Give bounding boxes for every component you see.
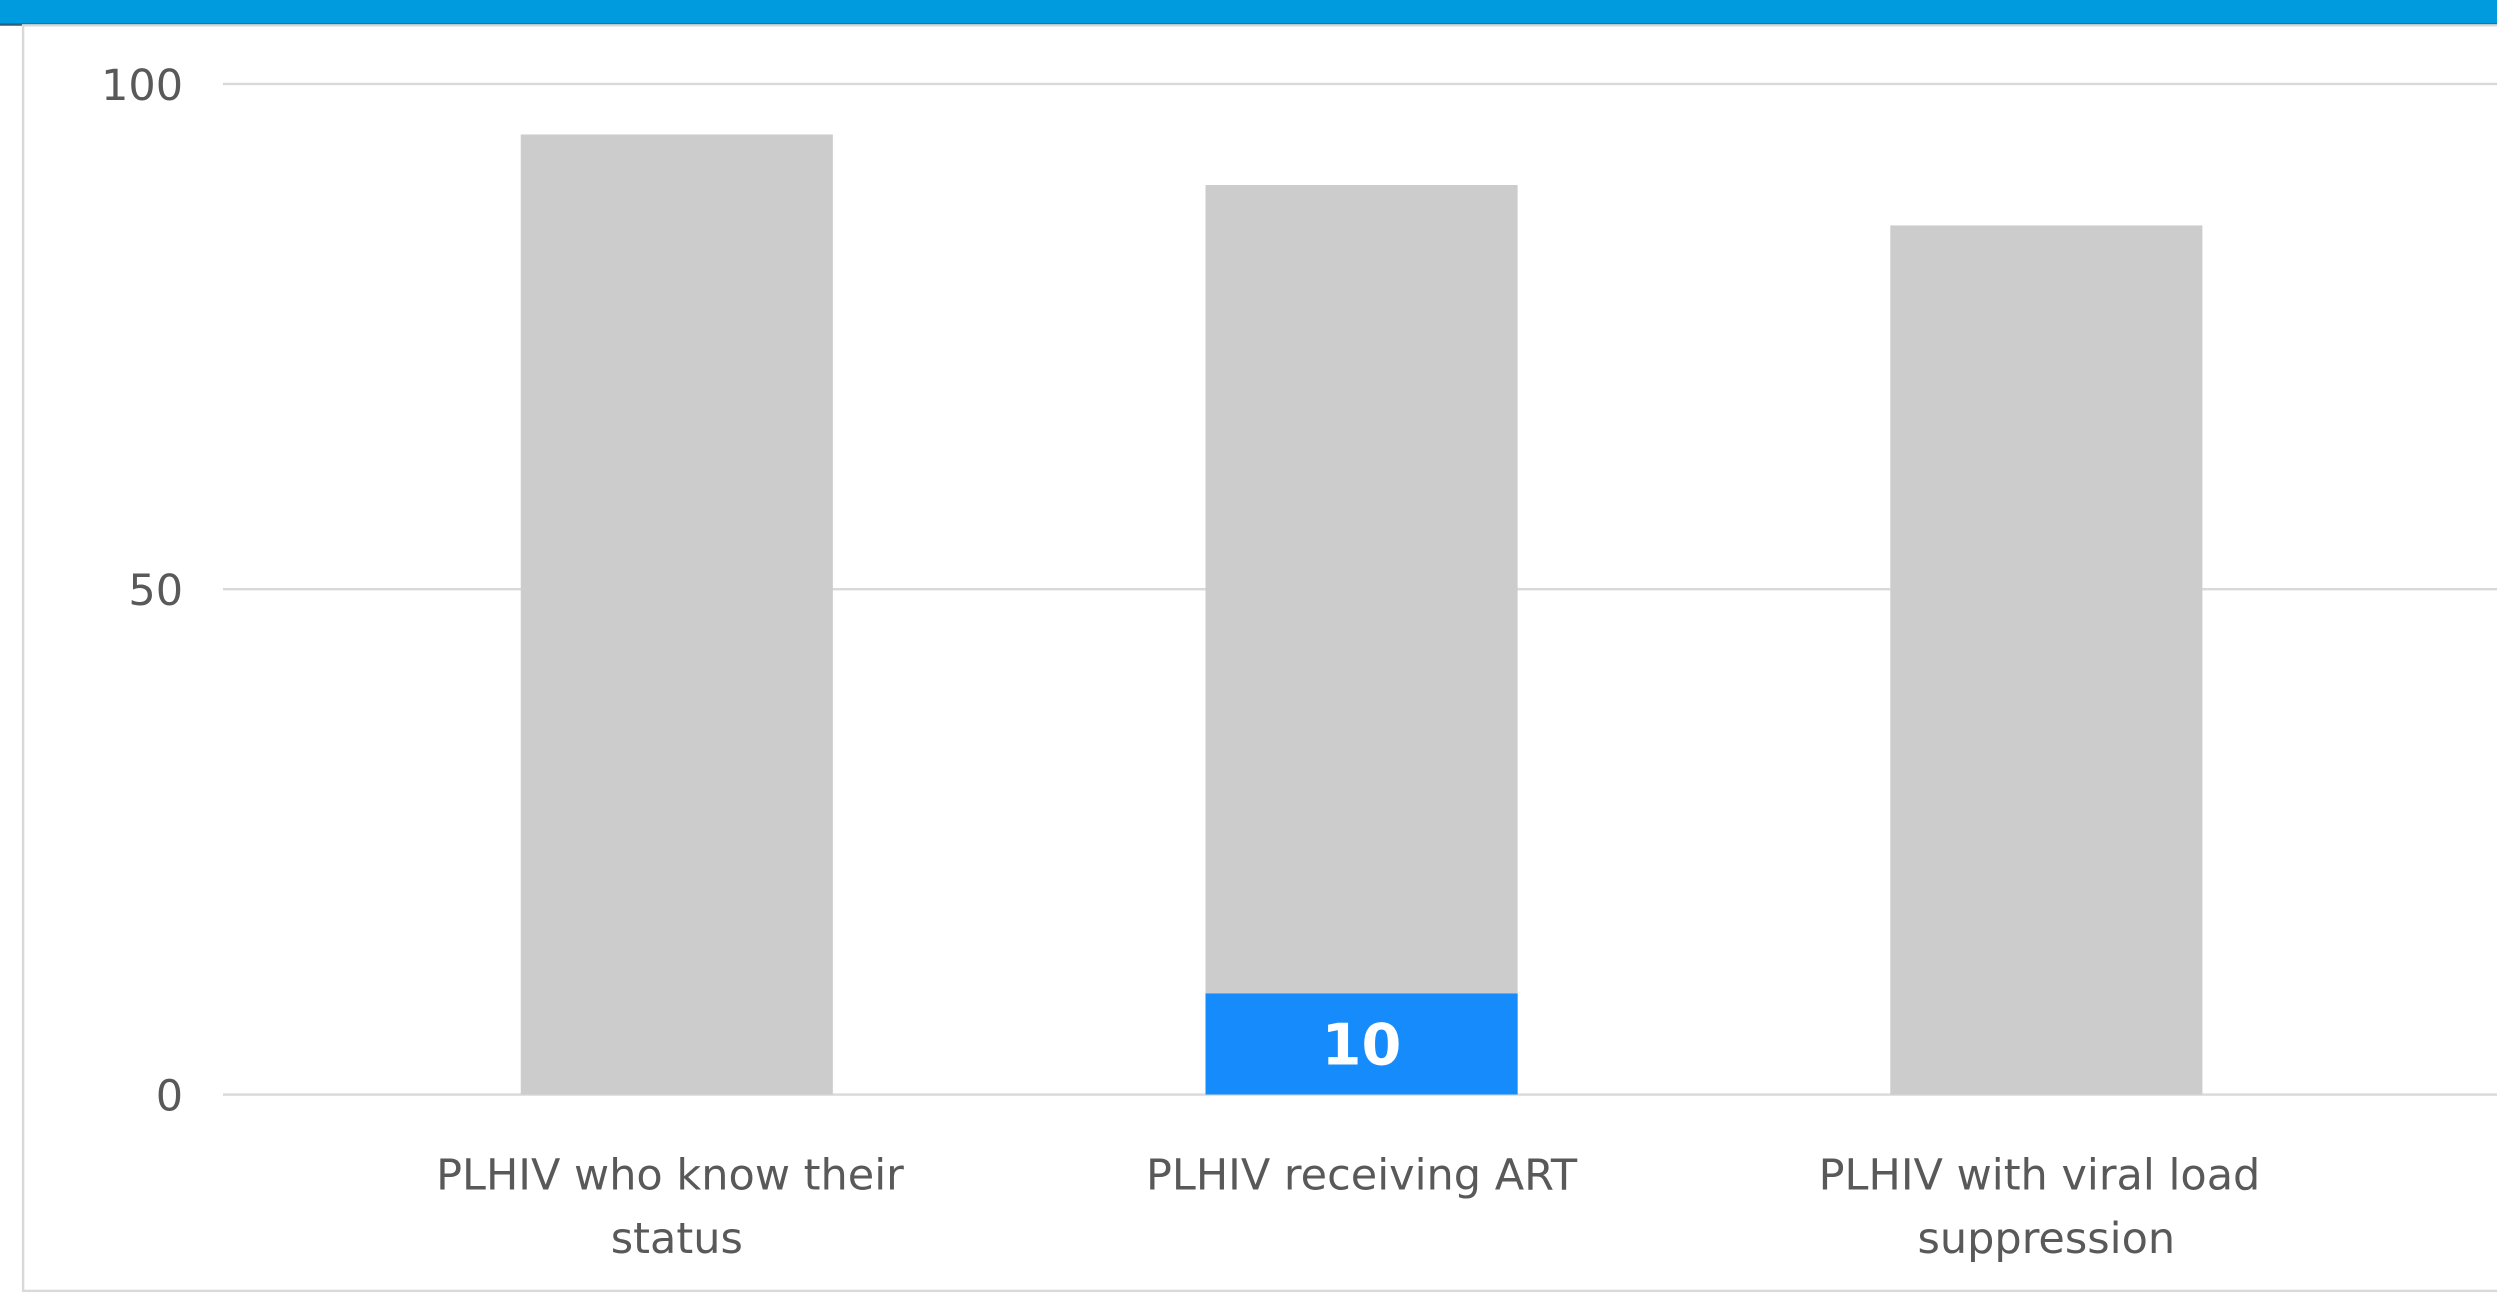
bar	[520, 134, 833, 1095]
x-tick-label: PLHIV who know their status	[436, 1151, 917, 1264]
bar	[1205, 185, 1518, 1095]
x-tick-label: PLHIV with viral load suppression	[1819, 1151, 2274, 1264]
y-tick-label: 50	[128, 566, 183, 616]
chart-frame	[21, 24, 2497, 1293]
bar	[1205, 993, 1518, 1095]
y-tick-label: 0	[156, 1071, 183, 1121]
bar	[1890, 225, 2203, 1095]
y-tick-label: 100	[101, 61, 183, 111]
data-label: 10	[1322, 1013, 1402, 1079]
x-tick-label: PLHIV receiving ART	[1146, 1151, 1578, 1201]
header-bar	[0, 0, 2497, 24]
